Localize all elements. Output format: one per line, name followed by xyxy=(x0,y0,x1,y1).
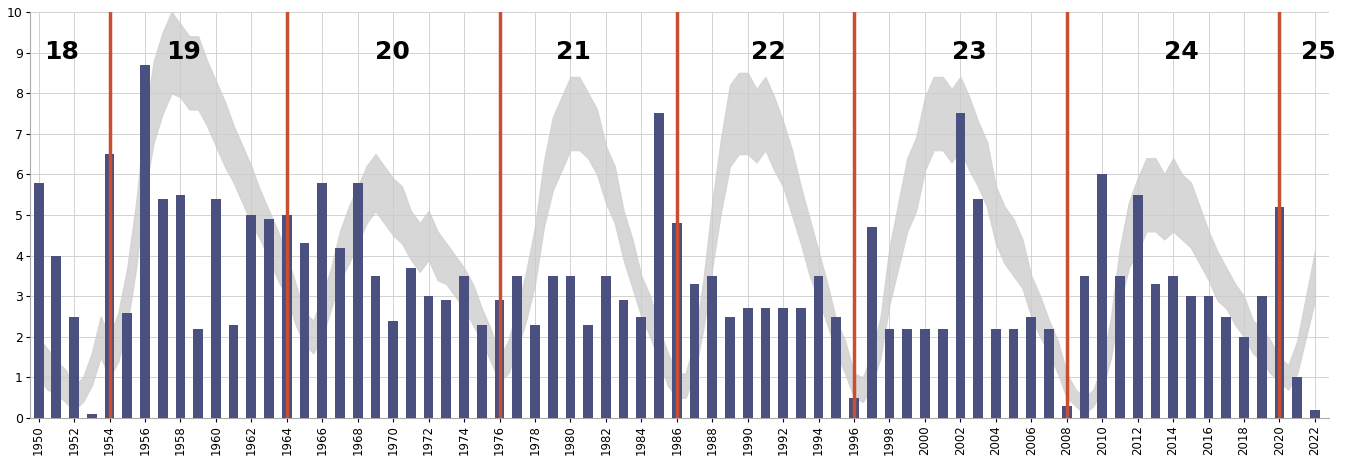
Bar xyxy=(795,309,806,418)
Bar xyxy=(921,329,930,418)
Bar xyxy=(299,243,310,418)
Bar xyxy=(760,309,770,418)
Bar xyxy=(1150,284,1161,418)
Bar xyxy=(973,199,983,418)
Bar xyxy=(530,325,539,418)
Bar xyxy=(264,219,274,418)
Bar xyxy=(229,325,239,418)
Bar xyxy=(212,199,221,418)
Bar xyxy=(636,316,646,418)
Text: 20: 20 xyxy=(376,40,410,64)
Bar xyxy=(566,276,576,418)
Bar xyxy=(867,227,876,418)
Bar xyxy=(884,329,894,418)
Bar xyxy=(34,182,43,418)
Text: 18: 18 xyxy=(44,40,78,64)
Bar xyxy=(247,215,256,418)
Bar xyxy=(1097,175,1107,418)
Bar xyxy=(938,329,948,418)
Bar xyxy=(1275,207,1285,418)
Text: 25: 25 xyxy=(1301,40,1336,64)
Bar xyxy=(778,309,789,418)
Bar xyxy=(105,154,115,418)
Bar xyxy=(193,329,204,418)
Bar xyxy=(743,309,752,418)
Bar xyxy=(902,329,913,418)
Bar xyxy=(725,316,735,418)
Bar xyxy=(1062,406,1072,418)
Bar xyxy=(1045,329,1054,418)
Bar xyxy=(371,276,380,418)
Bar xyxy=(69,316,80,418)
Bar xyxy=(671,223,682,418)
Bar xyxy=(336,248,345,418)
Bar xyxy=(1256,296,1267,418)
Bar xyxy=(584,325,593,418)
Bar xyxy=(406,268,415,418)
Text: 21: 21 xyxy=(557,40,592,64)
Bar xyxy=(619,300,628,418)
Bar xyxy=(317,182,328,418)
Bar xyxy=(1115,276,1124,418)
Bar xyxy=(460,276,469,418)
Bar xyxy=(1310,410,1320,418)
Bar xyxy=(388,321,398,418)
Bar xyxy=(353,182,363,418)
Bar xyxy=(495,300,504,418)
Bar xyxy=(1132,195,1143,418)
Text: 22: 22 xyxy=(751,40,786,64)
Bar xyxy=(601,276,611,418)
Bar xyxy=(832,316,841,418)
Bar xyxy=(547,276,558,418)
Bar xyxy=(123,312,132,418)
Text: 19: 19 xyxy=(166,40,201,64)
Bar xyxy=(423,296,434,418)
Bar xyxy=(1221,316,1231,418)
Bar xyxy=(1080,276,1089,418)
Bar xyxy=(1239,337,1248,418)
Bar xyxy=(51,255,61,418)
Bar xyxy=(849,398,859,418)
Bar xyxy=(690,284,700,418)
Text: 24: 24 xyxy=(1165,40,1198,64)
Bar xyxy=(282,215,291,418)
Bar xyxy=(441,300,452,418)
Bar xyxy=(477,325,487,418)
Bar xyxy=(1026,316,1037,418)
Bar xyxy=(1204,296,1213,418)
Text: 23: 23 xyxy=(952,40,987,64)
Bar xyxy=(991,329,1000,418)
Bar xyxy=(175,195,185,418)
Bar xyxy=(86,414,97,418)
Bar xyxy=(158,199,167,418)
Bar xyxy=(654,114,665,418)
Bar xyxy=(814,276,824,418)
Bar xyxy=(512,276,522,418)
Bar xyxy=(708,276,717,418)
Bar xyxy=(1186,296,1196,418)
Bar xyxy=(140,65,150,418)
Bar xyxy=(1293,377,1302,418)
Bar xyxy=(1169,276,1178,418)
Bar xyxy=(1008,329,1019,418)
Bar xyxy=(956,114,965,418)
